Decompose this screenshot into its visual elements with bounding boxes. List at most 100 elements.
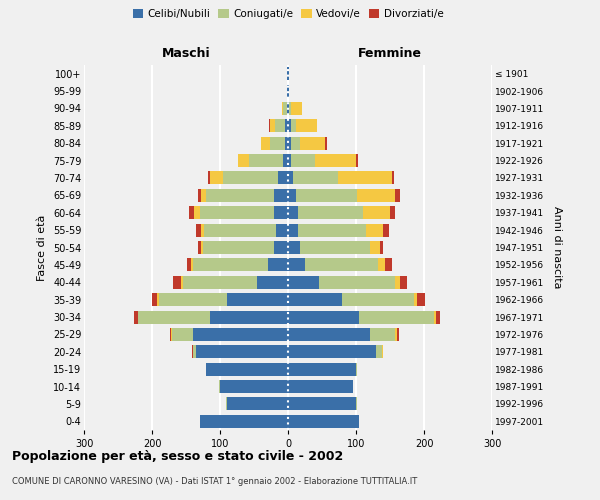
Bar [288,154,292,167]
Bar [276,224,288,236]
Bar [288,102,289,115]
Bar [223,172,278,184]
Bar [338,172,392,184]
Bar [193,346,196,358]
Bar [300,241,370,254]
Bar [200,415,288,428]
Bar [288,328,370,341]
Bar [356,154,358,167]
Bar [275,120,285,132]
Bar [210,310,288,324]
Legend: Celibi/Nubili, Coniugati/e, Vedovi/e, Divorziati/e: Celibi/Nubili, Coniugati/e, Vedovi/e, Di… [128,5,448,24]
Bar [288,293,343,306]
Bar [376,346,382,358]
Bar [288,310,359,324]
Bar [170,328,171,341]
Bar [390,206,395,220]
Bar [287,67,288,80]
Bar [262,136,269,149]
Bar [269,120,275,132]
Bar [201,241,203,254]
Bar [274,206,288,220]
Bar [288,346,376,358]
Bar [385,258,392,272]
Bar [370,328,395,341]
Bar [172,328,193,341]
Bar [261,136,262,149]
Bar [395,328,397,341]
Y-axis label: Fasce di età: Fasce di età [37,214,47,280]
Bar [208,172,210,184]
Bar [288,224,298,236]
Bar [288,380,353,393]
Bar [288,415,359,428]
Bar [292,154,315,167]
Bar [382,346,383,358]
Bar [417,293,425,306]
Bar [193,328,288,341]
Bar [288,258,305,272]
Bar [205,224,276,236]
Bar [366,224,383,236]
Bar [397,328,399,341]
Bar [220,380,288,393]
Bar [358,189,395,202]
Bar [288,398,356,410]
Bar [181,276,182,289]
Bar [287,102,288,115]
Bar [296,189,358,202]
Bar [289,102,292,115]
Bar [319,276,395,289]
Bar [414,293,417,306]
Bar [282,102,283,115]
Bar [226,398,227,410]
Bar [238,154,248,167]
Bar [436,310,440,324]
Bar [197,241,201,254]
Bar [200,206,274,220]
Bar [138,310,139,324]
Bar [288,84,289,98]
Bar [157,293,159,306]
Bar [139,310,210,324]
Bar [287,84,288,98]
Bar [187,258,191,272]
Bar [196,224,201,236]
Bar [379,258,385,272]
Text: Femmine: Femmine [358,47,422,60]
Bar [189,206,194,220]
Bar [395,189,400,202]
Bar [292,102,302,115]
Bar [248,154,283,167]
Bar [192,346,193,358]
Bar [201,224,205,236]
Bar [197,189,201,202]
Bar [395,276,400,289]
Bar [356,362,358,376]
Bar [299,136,325,149]
Bar [288,206,298,220]
Bar [363,206,390,220]
Bar [288,276,319,289]
Bar [206,362,288,376]
Bar [288,120,291,132]
Bar [392,172,394,184]
Bar [325,136,327,149]
Bar [434,310,436,324]
Bar [173,276,181,289]
Bar [227,398,288,410]
Bar [288,362,356,376]
Text: Popolazione per età, sesso e stato civile - 2002: Popolazione per età, sesso e stato civil… [12,450,343,463]
Bar [298,224,366,236]
Bar [210,172,223,184]
Bar [206,189,274,202]
Bar [203,241,274,254]
Bar [278,172,288,184]
Bar [288,172,293,184]
Bar [274,189,288,202]
Bar [400,276,407,289]
Bar [171,328,172,341]
Bar [288,241,300,254]
Bar [291,120,296,132]
Bar [134,310,138,324]
